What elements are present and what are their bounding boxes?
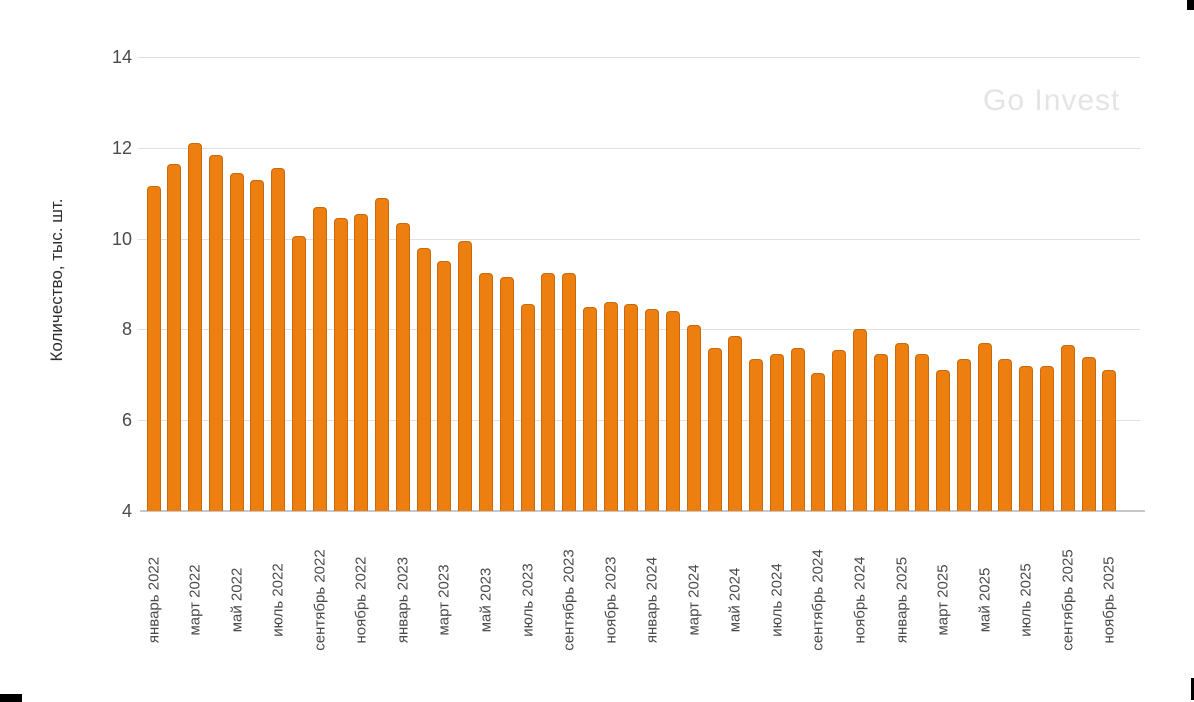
x-tick-label-text: ноябрь 2023 xyxy=(602,556,620,644)
y-tick-label-14: 14 xyxy=(111,47,132,67)
bar-июнь-2022[interactable] xyxy=(250,179,265,511)
bar-октябрь-2023[interactable] xyxy=(582,306,597,511)
bar-апрель-2023[interactable] xyxy=(458,240,473,511)
bar-сентябрь-2025[interactable] xyxy=(1060,345,1075,511)
bar-август-2025[interactable] xyxy=(1040,365,1055,511)
bar-март-2024[interactable] xyxy=(686,324,701,511)
gridline-y-12 xyxy=(138,147,1140,149)
bar-декабрь-2023[interactable] xyxy=(624,304,639,511)
bar-август-2022[interactable] xyxy=(291,236,306,511)
x-tick-label-text: май 2023 xyxy=(477,567,495,633)
x-tick-label-text: июль 2025 xyxy=(1017,563,1035,637)
bar-февраль-2022[interactable] xyxy=(167,163,182,511)
bar-ноябрь-2022[interactable] xyxy=(354,213,369,511)
bar-январь-2025[interactable] xyxy=(894,343,909,511)
bar-февраль-2023[interactable] xyxy=(416,247,431,511)
bar-июнь-2024[interactable] xyxy=(749,358,764,511)
x-tick-label-text: сентябрь 2025 xyxy=(1059,549,1077,651)
x-tick-label-text: сентябрь 2023 xyxy=(560,549,578,651)
y-tick-label-12: 12 xyxy=(111,137,132,158)
y-axis-title: Количество, тыс. шт. xyxy=(47,198,66,362)
bar-август-2024[interactable] xyxy=(790,347,805,511)
bar-ноябрь-2024[interactable] xyxy=(853,329,868,511)
bar-декабрь-2022[interactable] xyxy=(375,197,390,511)
x-tick-label-text: май 2024 xyxy=(726,567,744,633)
x-tick-label-text: ноябрь 2024 xyxy=(851,556,869,644)
bar-июль-2025[interactable] xyxy=(1019,365,1034,511)
bar-март-2023[interactable] xyxy=(437,261,452,511)
y-tick-label-10: 10 xyxy=(111,228,132,249)
bar-май-2025[interactable] xyxy=(977,343,992,511)
bar-май-2022[interactable] xyxy=(229,172,244,511)
x-tick-label-text: май 2025 xyxy=(976,567,994,633)
x-tick-label-text: январь 2023 xyxy=(394,556,412,644)
x-axis-line xyxy=(140,510,1145,512)
screenshot-artifact-top-right xyxy=(1187,0,1194,10)
x-tick-label-text: март 2022 xyxy=(186,564,204,636)
bar-октябрь-2024[interactable] xyxy=(832,349,847,511)
bar-сентябрь-2022[interactable] xyxy=(312,206,327,511)
x-tick-label-text: июль 2024 xyxy=(768,563,786,637)
bar-май-2023[interactable] xyxy=(478,272,493,511)
y-tick-label-6: 6 xyxy=(121,410,132,431)
bar-февраль-2024[interactable] xyxy=(666,311,680,511)
x-tick-label-text: ноябрь 2022 xyxy=(352,556,370,644)
screenshot-artifact-right-edge xyxy=(1191,678,1194,700)
x-tick-label-text: июль 2023 xyxy=(519,563,537,637)
x-tick-label-text: март 2023 xyxy=(435,564,453,636)
watermark-go-invest: Go Invest xyxy=(983,84,1121,117)
x-tick-label-text: март 2024 xyxy=(685,564,703,636)
bar-июнь-2025[interactable] xyxy=(998,358,1013,511)
bar-октябрь-2022[interactable] xyxy=(333,218,348,511)
bar-ноябрь-2025[interactable] xyxy=(1102,370,1117,511)
x-tick-label-text: сентябрь 2022 xyxy=(311,549,329,651)
bar-декабрь-2024[interactable] xyxy=(873,354,888,511)
x-tick-label-text: январь 2025 xyxy=(893,556,911,644)
bar-январь-2024[interactable] xyxy=(645,308,660,511)
x-tick-label-text: сентябрь 2024 xyxy=(809,549,827,651)
screenshot-artifact-bottom-left xyxy=(0,694,22,702)
bar-июль-2023[interactable] xyxy=(520,304,535,511)
gridline-y-6 xyxy=(138,420,1140,422)
bar-август-2023[interactable] xyxy=(541,272,556,511)
x-tick-label-text: ноябрь 2025 xyxy=(1100,556,1118,644)
bar-апрель-2024[interactable] xyxy=(707,347,722,511)
bar-июль-2022[interactable] xyxy=(271,168,286,511)
bar-январь-2023[interactable] xyxy=(395,222,410,511)
bar-март-2022[interactable] xyxy=(188,143,203,511)
bar-июнь-2023[interactable] xyxy=(499,277,514,511)
bar-февраль-2025[interactable] xyxy=(915,354,930,511)
x-tick-label-text: март 2025 xyxy=(934,564,952,636)
bar-октябрь-2025[interactable] xyxy=(1081,356,1096,511)
gridline-y-14 xyxy=(138,57,1140,58)
x-tick-label-text: январь 2024 xyxy=(643,556,661,644)
bar-май-2024[interactable] xyxy=(728,336,743,511)
bar-ноябрь-2023[interactable] xyxy=(603,302,618,511)
x-tick-label-text: январь 2022 xyxy=(145,556,162,644)
bar-сентябрь-2023[interactable] xyxy=(562,272,577,511)
y-tick-label-8: 8 xyxy=(121,319,132,340)
bar-апрель-2025[interactable] xyxy=(956,358,971,511)
bar-сентябрь-2024[interactable] xyxy=(811,372,826,511)
gridline-y-8 xyxy=(138,329,1140,331)
y-tick-label-4: 4 xyxy=(121,501,132,521)
gridline-y-10 xyxy=(138,238,1140,240)
x-tick-label-text: май 2022 xyxy=(228,567,246,633)
bar-январь-2022[interactable] xyxy=(146,186,161,511)
x-tick-label-text: июль 2022 xyxy=(269,563,287,637)
bar-июль-2024[interactable] xyxy=(769,354,784,511)
bar-март-2025[interactable] xyxy=(936,370,951,511)
bar-апрель-2022[interactable] xyxy=(208,154,223,511)
